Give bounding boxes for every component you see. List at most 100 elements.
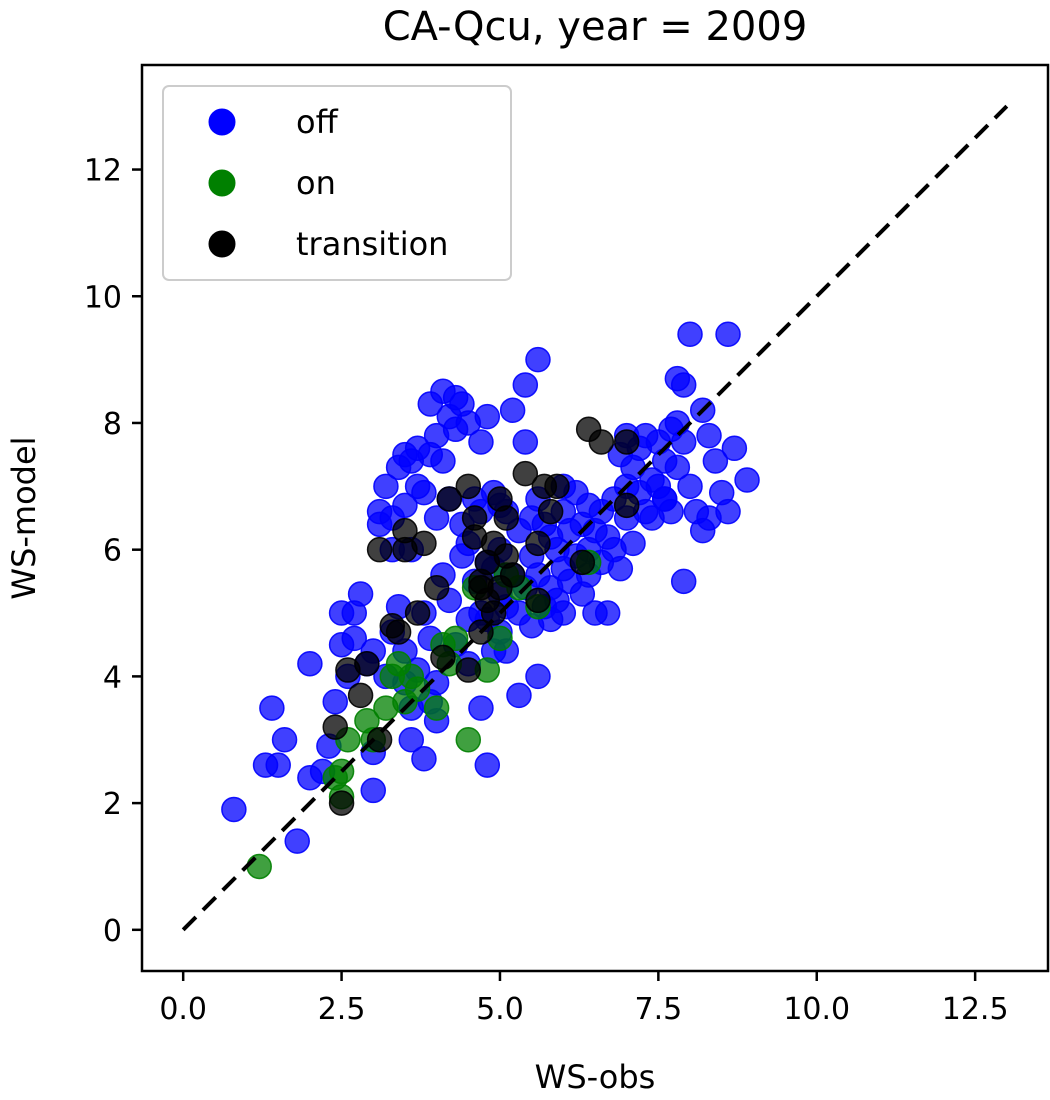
legend-marker-on [208,169,236,197]
point-transition-36 [537,498,564,525]
point-transition-38 [569,549,596,576]
legend-label-off: off [296,103,339,141]
point-transition-3 [347,682,374,709]
plot-area [181,104,1009,932]
point-off-99 [525,346,551,373]
point-off-0 [221,796,247,823]
point-off-16 [347,581,374,607]
point-transition-17 [455,473,482,500]
point-off-168 [734,467,760,493]
point-off-163 [702,448,729,474]
x-tick-label: 12.5 [942,992,1009,1027]
y-tick-label: 0 [103,914,122,949]
point-transition-4 [354,650,380,677]
point-off-166 [715,498,741,525]
point-transition-11 [404,600,431,626]
point-transition-42 [613,429,640,455]
point-off-70 [468,429,494,455]
point-transition-37 [544,473,570,500]
point-off-37 [398,726,425,753]
y-axis-ticks: 0 2 4 6 8 10 12 [84,154,142,949]
point-off-152 [664,454,691,481]
points-layer [221,321,760,880]
point-off-41 [411,479,437,506]
point-transition-0 [322,714,348,740]
point-transition-14 [430,644,456,671]
point-transition-32 [512,460,539,487]
x-tick-label: 7.5 [634,992,682,1027]
point-on-13 [423,695,450,721]
x-axis-label: WS-obs [535,1058,656,1096]
point-transition-6 [366,536,393,563]
point-off-165 [715,321,741,348]
plot-frame [140,63,1050,973]
point-transition-31 [499,562,526,588]
point-off-167 [721,435,748,462]
point-off-5 [284,828,310,854]
y-tick-label: 8 [103,407,122,442]
point-off-155 [670,568,697,595]
point-off-169 [651,486,678,512]
point-off-43 [411,746,437,772]
point-off-10 [322,688,348,715]
chart-title: CA-Qcu, year = 2009 [383,4,808,50]
x-axis-ticks: 0.0 2.5 5.0 7.5 10.0 12.5 [159,971,1009,1027]
point-off-132 [607,555,634,582]
point-off-93 [512,372,539,398]
y-tick-label: 12 [84,154,122,189]
legend-marker-transition [208,230,236,258]
legend-label-transition: transition [296,225,448,263]
x-tick-label: 5.0 [476,992,524,1027]
point-on-16 [442,625,469,652]
point-off-154 [670,429,697,455]
point-transition-16 [455,657,482,683]
point-off-31 [392,492,418,519]
point-on-0 [246,853,272,880]
point-transition-41 [613,492,640,519]
point-transition-13 [423,574,450,601]
x-tick-label: 10.0 [783,992,850,1027]
x-tick-label: 2.5 [318,992,366,1027]
point-off-92 [506,682,532,709]
point-off-6 [297,650,323,677]
point-transition-34 [525,587,551,614]
point-on-17 [455,726,482,753]
point-off-77 [474,752,501,778]
point-on-12 [404,676,431,702]
point-off-4 [265,752,291,778]
point-off-102 [525,663,551,690]
point-off-15 [341,625,367,652]
point-transition-40 [588,429,615,455]
point-off-137 [620,530,646,557]
point-transition-1 [328,790,355,816]
point-off-128 [594,600,621,626]
point-off-23 [373,473,399,500]
legend-label-on: on [296,164,336,202]
x-tick-label: 0.0 [159,992,207,1027]
point-off-53 [430,448,456,474]
point-off-156 [677,321,703,348]
legend-marker-off [208,108,236,136]
point-off-161 [696,422,722,449]
y-axis-label: WS-model [5,436,43,599]
point-off-88 [499,397,526,424]
point-transition-5 [366,726,393,753]
point-off-74 [474,403,501,430]
y-tick-label: 2 [103,787,122,822]
point-off-157 [677,473,703,500]
point-off-18 [360,777,387,804]
point-off-1 [259,695,285,721]
legend-box [162,85,512,281]
y-tick-label: 4 [103,660,122,695]
point-transition-8 [385,619,412,645]
y-tick-label: 6 [103,534,122,569]
point-off-73 [468,695,494,721]
point-transition-26 [480,600,507,626]
point-transition-33 [525,530,551,557]
point-transition-29 [493,505,520,531]
point-off-153 [670,372,697,398]
legend: off on transition [162,85,512,281]
point-off-2 [271,726,298,753]
point-transition-12 [411,530,437,557]
